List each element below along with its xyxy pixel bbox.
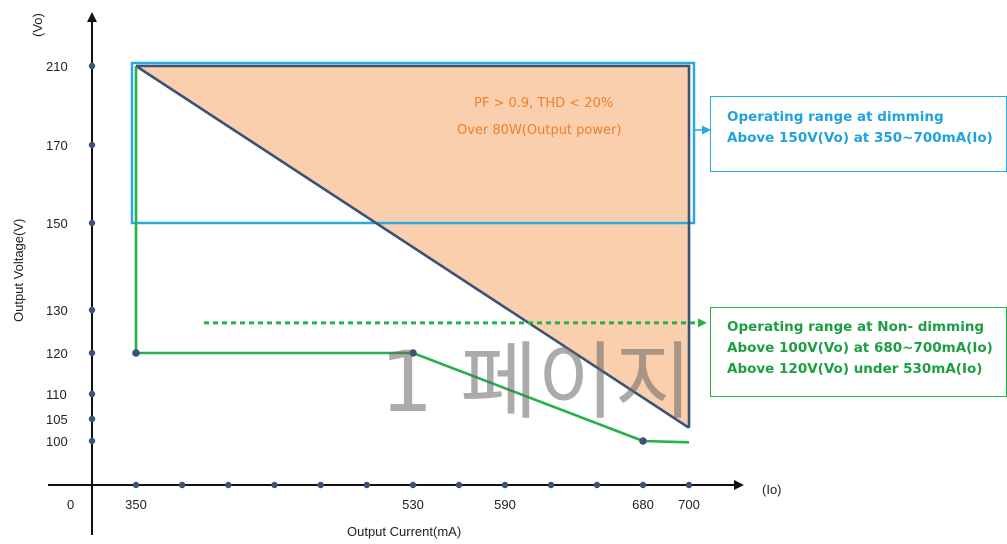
x-tick-label-350: 350 — [125, 497, 147, 512]
y-tick-mark-210 — [88, 62, 96, 70]
x-tick-mark-350 — [132, 481, 140, 489]
non-dimming-callout-line1: Operating range at Non- dimming — [727, 319, 985, 335]
x-tick-mark-560 — [455, 481, 463, 489]
non-dimming-callout-line3: Above 120V(Vo) under 530mA(Io) — [727, 361, 983, 377]
y-tick-mark-170 — [88, 141, 96, 149]
x-tick-mark-700 — [685, 481, 693, 489]
y-tick-mark-120 — [88, 349, 96, 357]
page-watermark: 1 페이지 — [380, 333, 692, 431]
y-tick-label-150: 150 — [46, 216, 68, 231]
dimming-range-box — [130, 61, 696, 225]
x-tick-mark-440 — [271, 481, 278, 489]
x-tick-label-530: 530 — [402, 497, 424, 512]
series-line-dimming-boundary — [135, 64, 690, 429]
non-dimming-range-callout: Operating range at Non- dimming Above 10… — [710, 307, 1007, 397]
x-tick-mark-500 — [363, 481, 371, 489]
x-tick-mark-410 — [225, 481, 232, 489]
y-tick-label-105: 105 — [46, 412, 68, 427]
data-point-530-120 — [409, 349, 417, 357]
x-tick-mark-650 — [593, 481, 601, 489]
y-tick-label-130: 130 — [46, 303, 68, 318]
annotation-pf-thd: PF > 0.9, THD < 20% — [474, 96, 613, 111]
x-tick-mark-530 — [409, 481, 417, 489]
y-tick-label-120: 120 — [46, 346, 68, 361]
x-tick-mark-470 — [317, 481, 324, 489]
y-tick-mark-100 — [88, 437, 96, 445]
x-tick-label-700: 700 — [678, 497, 700, 512]
y-tick-label-100: 100 — [46, 434, 68, 449]
x-tick-label-590: 590 — [494, 497, 516, 512]
non-dimming-callout-line2: Above 100V(Vo) at 680~700mA(Io) — [727, 340, 993, 356]
x-tick-mark-680 — [639, 481, 647, 489]
y-tick-label-110: 110 — [46, 387, 67, 402]
dimming-callout-line2: Above 150V(Vo) at 350~700mA(Io) — [727, 130, 993, 146]
y-tick-mark-150 — [88, 219, 96, 227]
y-tick-mark-110 — [88, 390, 96, 398]
dimming-callout-line1: Operating range at dimming — [727, 109, 944, 125]
y-tick-mark-105 — [88, 415, 96, 423]
y-tick-mark-130 — [88, 306, 96, 314]
y-axis-title: Output Voltage(V) — [11, 219, 26, 322]
x-tick-mark-620 — [547, 481, 555, 489]
x-axis-title: Output Current(mA) — [347, 524, 461, 539]
x-tick-label-680: 680 — [632, 497, 654, 512]
data-point-350-120 — [132, 349, 140, 357]
x-tick-mark-380 — [178, 481, 186, 489]
dimming-range-callout: Operating range at dimming Above 150V(Vo… — [710, 96, 1007, 172]
origin-label: 0 — [67, 497, 74, 512]
y-tick-label-170: 170 — [46, 138, 68, 153]
region-outline — [136, 64, 691, 428]
x-tick-mark-590 — [501, 481, 509, 489]
y-tick-label-210: 210 — [46, 59, 68, 74]
annotation-output-power: Over 80W(Output power) — [457, 123, 621, 138]
data-point-680-100 — [639, 437, 647, 445]
y-unit-label: (Vo) — [30, 13, 45, 37]
x-unit-label: (Io) — [762, 482, 782, 497]
